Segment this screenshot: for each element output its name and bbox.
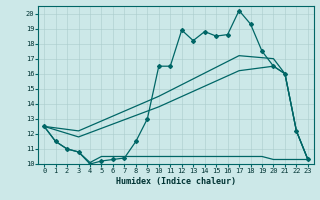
X-axis label: Humidex (Indice chaleur): Humidex (Indice chaleur) (116, 177, 236, 186)
